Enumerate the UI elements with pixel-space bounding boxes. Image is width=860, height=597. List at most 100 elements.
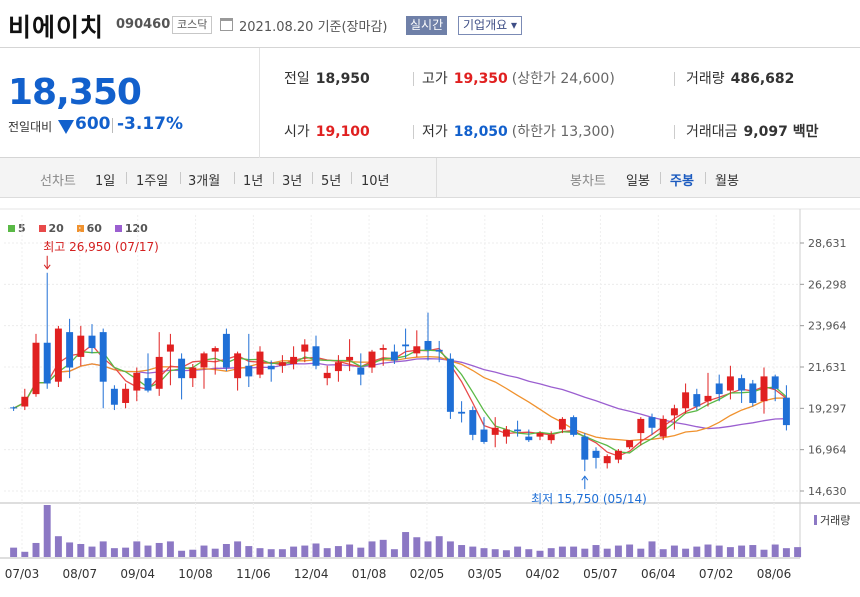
x-tick-label: 06/04: [641, 567, 676, 581]
candle-body: [413, 346, 421, 354]
candle-body: [592, 450, 600, 458]
volume-value: 486,682: [730, 71, 795, 87]
volume-bar: [760, 549, 768, 557]
x-tick-label: 07/02: [699, 567, 734, 581]
divider: [413, 125, 414, 139]
down-triangle-icon: [58, 120, 74, 134]
high-arrow-head: [43, 264, 51, 270]
change-label: 전일대비: [8, 120, 53, 134]
trade-value-label: 거래대금: [686, 124, 738, 140]
candle-body: [122, 388, 130, 403]
tab-daily[interactable]: 일봉: [626, 174, 650, 189]
tab-1-day[interactable]: 1일: [95, 174, 116, 189]
volume-legend-label: 거래량: [820, 514, 851, 527]
candle-body: [189, 367, 197, 379]
volume-bar: [469, 546, 477, 557]
realtime-button[interactable]: 실시간: [406, 16, 448, 35]
volume-bar: [245, 546, 253, 557]
candle-body: [570, 417, 578, 435]
candle-body: [749, 383, 757, 403]
candle-body: [469, 410, 477, 435]
divider: [112, 118, 113, 133]
divider: [674, 125, 675, 139]
volume-bar: [480, 548, 488, 557]
open-label: 시가: [284, 124, 310, 140]
x-tick-label: 05/07: [583, 567, 618, 581]
candle-body: [222, 333, 230, 368]
candle-body: [290, 356, 298, 364]
divider: [126, 172, 127, 184]
candle-body: [547, 434, 555, 441]
tab-3-years[interactable]: 3년: [282, 174, 303, 189]
company-overview-dropdown[interactable]: 기업개요 ▾: [458, 16, 522, 35]
volume-bar: [738, 545, 746, 557]
volume-bar: [189, 549, 197, 557]
candle-body: [771, 376, 779, 389]
quote-date: 2021.08.20 기준(장마감): [239, 20, 388, 35]
candle-body: [379, 348, 387, 350]
candle-body: [704, 395, 712, 402]
candle-body: [458, 411, 466, 414]
volume-bar: [110, 548, 118, 557]
stock-header: 비에이치 090460 코스닥 2021.08.20 기준(장마감) 실시간 기…: [0, 0, 860, 48]
volume-bar: [782, 548, 790, 557]
open-value: 19,100: [315, 124, 370, 140]
x-tick-label: 02/05: [410, 567, 445, 581]
low-arrow-head: [581, 475, 589, 481]
candle-body: [738, 378, 746, 391]
tab-1-week[interactable]: 1주일: [136, 174, 169, 189]
volume-bar: [626, 544, 634, 557]
volume-bar: [346, 544, 354, 557]
candle-body: [603, 456, 611, 464]
volume-bar: [234, 541, 242, 557]
volume-bar: [491, 549, 499, 557]
divider: [351, 172, 352, 184]
candle-body: [502, 429, 510, 437]
volume-bar: [323, 548, 331, 557]
volume-bar: [379, 539, 387, 557]
candle-body: [424, 340, 432, 350]
tab-5-years[interactable]: 5년: [321, 174, 342, 189]
x-tick-label: 11/06: [236, 567, 271, 581]
volume-bar: [424, 541, 432, 557]
candle-body: [256, 351, 264, 375]
prev-close-stat: 전일 18,950: [284, 68, 370, 88]
divider: [436, 158, 437, 198]
volume-bar: [581, 548, 589, 557]
volume-bar: [402, 532, 410, 557]
candle-body: [110, 388, 118, 405]
volume-bar: [536, 550, 544, 557]
tab-monthly[interactable]: 월봉: [715, 174, 739, 189]
ma5-line: [13, 349, 787, 454]
volume-bar: [256, 548, 264, 557]
candle-body: [234, 353, 242, 379]
x-tick-label: 12/04: [294, 567, 329, 581]
candle-body: [267, 365, 275, 370]
candle-body: [402, 344, 410, 347]
ma60-line: [13, 355, 787, 442]
volume-bar: [211, 548, 219, 557]
tab-10-years[interactable]: 10년: [361, 174, 390, 189]
volume-bar: [77, 544, 85, 557]
tab-weekly[interactable]: 주봉: [670, 174, 694, 189]
volume-bar: [278, 549, 286, 557]
upper-limit: (상한가 24,600): [511, 71, 615, 87]
divider: [674, 72, 675, 86]
ma120-line: [13, 358, 787, 430]
low-annotation: 최저 15,750 (05/14): [531, 492, 647, 506]
volume-bar: [525, 549, 533, 557]
divider: [234, 172, 235, 184]
high-annotation: 최고 26,950 (07/17): [43, 240, 159, 254]
candle-body: [581, 436, 589, 460]
candle-body: [536, 433, 544, 437]
volume-bar: [10, 547, 18, 557]
volume-bar: [514, 546, 522, 557]
candle-body: [614, 450, 622, 460]
volume-bar: [603, 548, 611, 557]
candle-body: [211, 348, 219, 352]
tab-1-year[interactable]: 1년: [243, 174, 264, 189]
volume-bar: [166, 541, 174, 557]
tab-3-months[interactable]: 3개월: [188, 174, 221, 189]
volume-bar: [704, 544, 712, 557]
